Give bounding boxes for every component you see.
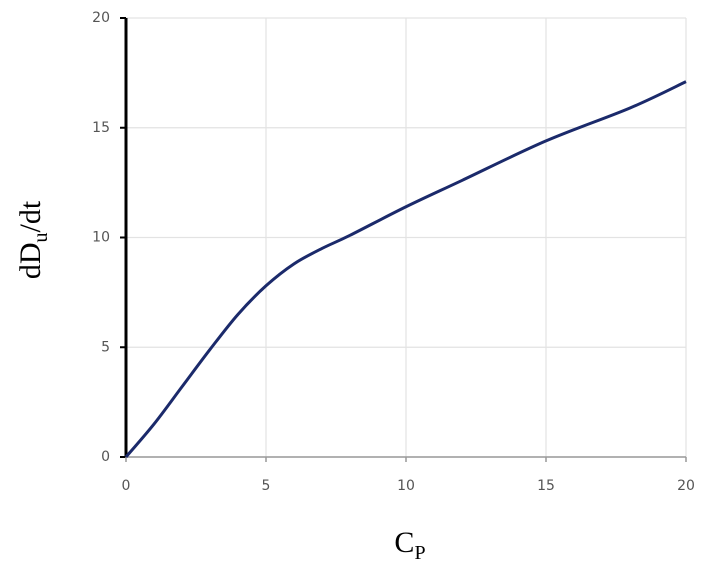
y-axis-title-subscript: u (30, 233, 52, 243)
x-tick-label: 10 (397, 478, 415, 494)
x-tick-label: 20 (677, 478, 695, 494)
x-tick-label: 0 (122, 478, 131, 494)
y-tick-label: 0 (101, 449, 110, 465)
y-axis-title: dDu/dt (14, 200, 52, 279)
y-tick-label: 15 (92, 120, 110, 136)
y-tick-label: 5 (101, 339, 110, 355)
x-axis-title-base: C (394, 526, 414, 559)
x-tick-label: 5 (262, 478, 271, 494)
y-tick-label: 20 (92, 10, 110, 26)
x-tick-label: 15 (537, 478, 555, 494)
y-tick-label: 10 (92, 230, 110, 246)
x-axis-title: CP (394, 526, 425, 564)
line-series (124, 80, 687, 458)
x-axis-title-subscript: P (414, 542, 425, 564)
y-axis-title-base: dD (14, 243, 47, 280)
y-axis-title-suffix: /dt (14, 200, 47, 232)
